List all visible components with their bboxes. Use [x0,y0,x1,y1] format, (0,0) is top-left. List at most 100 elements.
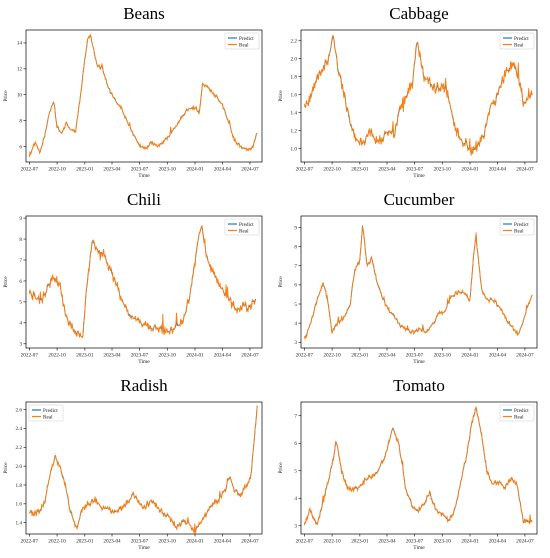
series-predict-line [28,225,257,339]
y-tick-label: 5 [294,302,297,308]
x-tick-label: 2023-10 [434,167,452,173]
x-tick-label: 2023-07 [406,167,424,173]
y-tick-label: 2.0 [16,464,23,470]
x-tick-label: 2024-04 [214,539,232,545]
x-tick-label: 2023-07 [131,539,149,545]
y-tick-label: 4 [294,321,297,327]
x-tick-label: 2023-10 [434,539,452,545]
y-tick-label: 5 [19,300,22,306]
x-tick-label: 2022-10 [48,353,66,359]
legend-label-predict: Predict [514,222,529,228]
series-predict-line [303,35,533,154]
y-tick-label: 1.6 [16,502,23,508]
chart-title: Cucumber [384,190,455,209]
y-tick-label: 6 [294,441,297,447]
y-tick-label: 1.0 [291,146,298,152]
x-tick-label: 2024-01 [186,167,204,173]
y-tick-label: 3 [294,524,297,530]
x-tick-label: 2023-04 [103,539,121,545]
x-axis-label: Time [413,545,425,551]
y-tick-label: 8 [19,237,22,243]
y-axis-label: Price [278,276,284,288]
x-tick-label: 2022-07 [296,353,314,359]
x-tick-label: 2022-10 [48,539,66,545]
x-tick-label: 2023-07 [406,353,424,359]
legend-label-predict: Predict [514,36,529,42]
x-tick-label: 2023-01 [76,539,94,545]
chart-svg: Tomato 3 4 5 6 7 2022-07 2022-10 2023-01 2023-04 2… [278,376,538,551]
x-tick-label: 2023-01 [351,167,369,173]
x-tick-label: 2023-10 [434,353,452,359]
x-tick-label: 2023-07 [131,167,149,173]
y-tick-label: 6 [19,279,22,285]
y-axis-label: Price [278,462,284,474]
plot-frame [25,215,263,349]
x-tick-label: 2022-10 [48,167,66,173]
series-real-line [303,226,533,341]
y-tick-label: 1.4 [16,520,23,526]
x-tick-label: 2023-04 [378,353,396,359]
series-real-line [28,33,258,158]
y-tick-label: 8 [294,244,297,250]
y-tick-label: 1.4 [291,110,298,116]
legend-label-real: Real [514,228,524,234]
y-tick-label: 1.6 [291,92,298,98]
legend-label-predict: Predict [239,36,254,42]
legend-label-real: Real [239,42,249,48]
y-tick-label: 7 [19,258,22,264]
y-axis-label: Price [3,276,9,288]
legend-label-real: Real [514,414,524,420]
plot-frame [25,401,263,535]
legend-label-real: Real [239,228,249,234]
x-axis-label: Time [138,173,150,179]
y-tick-label: 10 [17,93,23,99]
chart-title: Cabbage [389,4,448,23]
x-tick-label: 2023-10 [159,539,177,545]
chart-panel-tomato: Tomato 3 4 5 6 7 2022-07 2022-10 2023-01 2023-04 2… [275,372,550,558]
x-axis-label: Time [138,545,150,551]
x-tick-label: 2024-07 [241,167,259,173]
chart-title: Tomato [393,376,445,395]
x-tick-label: 2023-04 [378,167,396,173]
x-tick-label: 2022-10 [323,539,341,545]
y-axis-label: Price [3,90,9,102]
y-tick-label: 1.8 [291,74,298,80]
y-axis-label: Price [278,90,284,102]
y-tick-label: 2.2 [16,445,23,451]
chart-title: Beans [123,4,165,23]
y-tick-label: 2.6 [16,407,23,413]
x-tick-label: 2023-04 [103,167,121,173]
y-tick-label: 1.2 [291,128,298,134]
y-tick-label: 5 [294,469,297,475]
legend-label-predict: Predict [43,408,58,414]
x-tick-label: 2023-07 [131,353,149,359]
chart-svg: Chili 3 4 5 6 7 8 9 2022-07 2022-10 2023-01 2023-04… [3,190,263,365]
x-tick-label: 2024-04 [489,353,507,359]
x-tick-label: 2024-04 [489,539,507,545]
legend-label-predict: Predict [514,408,529,414]
y-tick-label: 14 [17,41,23,47]
chart-panel-beans: Beans 6 8 10 12 14 2022-07 2022-10 2023-01 2023-0… [0,0,275,186]
plot-frame [300,401,538,535]
y-tick-label: 2.0 [291,57,298,63]
chart-panel-radish: Radish 1.4 1.6 1.8 2.0 2.2 2.4 2.6 2022-07 2022-1… [0,372,275,558]
y-tick-label: 12 [17,67,23,73]
y-tick-label: 3 [294,340,297,346]
x-tick-label: 2024-07 [241,539,259,545]
series-predict-line [303,406,533,526]
x-tick-label: 2023-01 [76,167,94,173]
x-tick-label: 2023-10 [159,167,177,173]
legend-label-real: Real [514,42,524,48]
x-tick-label: 2024-07 [516,353,534,359]
x-tick-label: 2024-01 [461,353,479,359]
y-tick-label: 9 [19,216,22,222]
y-tick-label: 6 [19,144,22,150]
y-tick-label: 8 [19,118,22,124]
x-tick-label: 2024-01 [461,539,479,545]
y-axis-label: Price [3,462,9,474]
series-predict-line [29,405,258,533]
x-tick-label: 2022-07 [21,353,39,359]
chart-svg: Cabbage 1.0 1.2 1.4 1.6 1.8 2.0 2.2 2022-07 2022-… [278,4,538,179]
x-tick-label: 2024-01 [461,167,479,173]
